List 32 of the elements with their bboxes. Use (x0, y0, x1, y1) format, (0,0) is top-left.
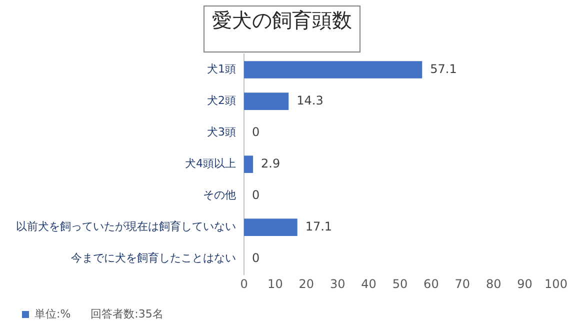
y-tick-label: 犬3頭 (207, 126, 236, 139)
y-tick-label: 犬4頭以上 (185, 157, 236, 170)
data-label: 14.3 (296, 93, 324, 108)
y-tick-label: 犬2頭 (207, 94, 236, 108)
bar (244, 61, 422, 78)
x-tick-label: 30 (330, 276, 346, 291)
x-tick-label: 20 (298, 276, 314, 291)
x-tick-label: 100 (544, 276, 568, 291)
y-tick-label: 今までに犬を飼育したことはない (71, 252, 236, 265)
chart-title: 愛犬の飼育頭数 (212, 8, 352, 32)
text: 回答者数:35名 (90, 307, 164, 320)
bar (244, 92, 289, 110)
data-label: 2.9 (261, 156, 280, 170)
x-tick-label: 0 (240, 276, 248, 291)
x-tick-label: 70 (454, 276, 470, 291)
bar (244, 218, 298, 236)
x-tick-label: 40 (361, 276, 376, 291)
y-tick-label: その他 (203, 188, 236, 202)
bar (244, 156, 254, 173)
x-tick-label: 50 (392, 276, 408, 291)
legend-label: 単位:% (34, 307, 71, 320)
data-label: 0 (252, 188, 260, 202)
x-tick-label: 60 (424, 276, 439, 291)
data-label: 57.1 (430, 62, 457, 76)
y-tick-label: 以前犬を飼っていたが現在は飼育していない (16, 220, 236, 234)
data-label: 0 (252, 250, 260, 265)
x-tick-label: 80 (486, 276, 502, 291)
y-tick-label: 犬1頭 (207, 62, 236, 76)
x-tick-label: 10 (268, 276, 283, 291)
data-label: 0 (252, 124, 260, 139)
x-tick-label: 90 (517, 276, 532, 291)
data-label: 17.1 (305, 219, 332, 234)
